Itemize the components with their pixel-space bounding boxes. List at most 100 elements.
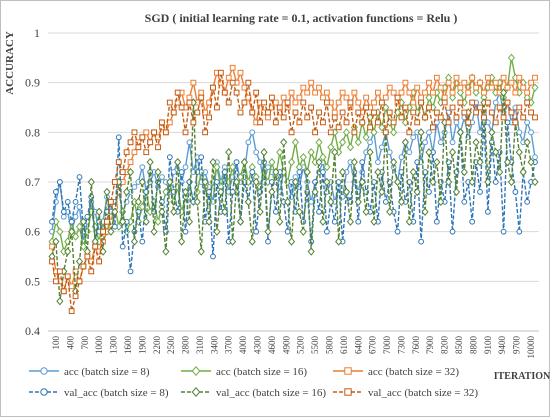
data-point	[429, 177, 437, 187]
x-tick-label: 100	[51, 336, 61, 350]
data-point	[291, 138, 300, 147]
data-point	[512, 89, 519, 96]
data-point	[159, 174, 165, 180]
data-point	[166, 99, 173, 106]
x-tick-label: 5800	[324, 336, 334, 355]
data-point	[68, 283, 75, 290]
data-point	[453, 119, 460, 126]
data-point	[79, 217, 87, 226]
data-point	[507, 53, 515, 63]
data-point	[528, 109, 534, 116]
data-point	[95, 207, 103, 216]
data-point	[339, 109, 346, 116]
x-tick-label: 6100	[339, 336, 349, 355]
data-point	[386, 109, 393, 116]
data-point	[398, 154, 405, 161]
data-point	[335, 124, 342, 131]
data-point	[320, 169, 326, 175]
data-point	[287, 237, 296, 246]
data-point	[484, 74, 491, 81]
data-point	[143, 129, 150, 136]
data-point	[174, 89, 181, 96]
data-point	[134, 197, 142, 207]
data-point	[422, 89, 428, 96]
data-point	[375, 89, 381, 96]
data-point	[492, 119, 499, 126]
data-point	[516, 74, 523, 81]
data-point	[261, 99, 267, 106]
data-point	[359, 119, 366, 126]
data-point	[394, 94, 401, 101]
data-point	[296, 119, 303, 126]
data-point	[414, 84, 421, 91]
data-point	[296, 94, 303, 101]
data-point	[151, 129, 157, 136]
data-point	[312, 89, 318, 96]
data-point	[532, 74, 538, 81]
data-point	[449, 89, 456, 96]
data-point	[516, 228, 523, 235]
data-point	[280, 114, 287, 121]
x-tick-label: 9700	[512, 336, 522, 355]
data-point	[280, 94, 287, 101]
data-point	[335, 179, 342, 185]
data-point	[60, 288, 67, 295]
legend-item: acc (batch size = 8)	[29, 366, 150, 378]
data-point	[426, 129, 432, 136]
data-point	[437, 139, 444, 146]
data-point	[524, 119, 531, 126]
data-point	[343, 94, 350, 101]
data-point	[418, 99, 425, 106]
y-tick-label: 0.4	[25, 324, 40, 338]
data-point	[312, 129, 318, 136]
data-point	[68, 308, 75, 315]
data-point	[524, 198, 531, 205]
data-point	[500, 74, 507, 81]
data-point	[323, 99, 330, 106]
data-point	[354, 138, 362, 147]
data-point	[331, 109, 338, 116]
data-point	[126, 167, 135, 177]
legend-label: acc (batch size = 32)	[368, 366, 459, 378]
data-point	[244, 197, 252, 207]
data-point	[335, 237, 343, 246]
data-point	[100, 228, 106, 235]
data-point	[433, 119, 440, 126]
data-point	[276, 104, 283, 111]
data-point	[241, 99, 248, 106]
data-point	[469, 99, 476, 106]
data-point	[221, 89, 228, 96]
data-point	[68, 218, 75, 225]
data-point	[472, 88, 480, 97]
data-point	[87, 177, 95, 187]
data-point	[60, 208, 67, 215]
data-point	[233, 89, 240, 96]
x-tick-label: 6700	[368, 336, 378, 355]
y-tick-label: 0.5	[25, 274, 40, 288]
data-point	[460, 167, 468, 177]
data-point	[202, 129, 209, 136]
data-point	[319, 217, 327, 226]
data-point	[111, 223, 118, 230]
data-point	[111, 207, 119, 216]
data-point	[72, 232, 80, 241]
data-point	[292, 99, 299, 106]
data-point	[405, 217, 413, 226]
data-point	[378, 99, 385, 106]
legend-marker	[344, 388, 352, 396]
data-point	[311, 187, 319, 197]
data-point	[166, 154, 173, 161]
data-point	[370, 128, 378, 137]
data-point	[422, 139, 428, 146]
data-point	[170, 169, 177, 175]
x-tick-label: 6400	[353, 336, 363, 355]
data-point	[465, 89, 472, 96]
data-point	[375, 159, 381, 166]
data-point	[532, 114, 538, 121]
legend-marker	[40, 367, 48, 375]
data-point	[79, 242, 87, 251]
data-point	[461, 109, 468, 116]
data-point	[449, 228, 456, 235]
data-point	[402, 104, 409, 111]
data-point	[496, 104, 503, 111]
